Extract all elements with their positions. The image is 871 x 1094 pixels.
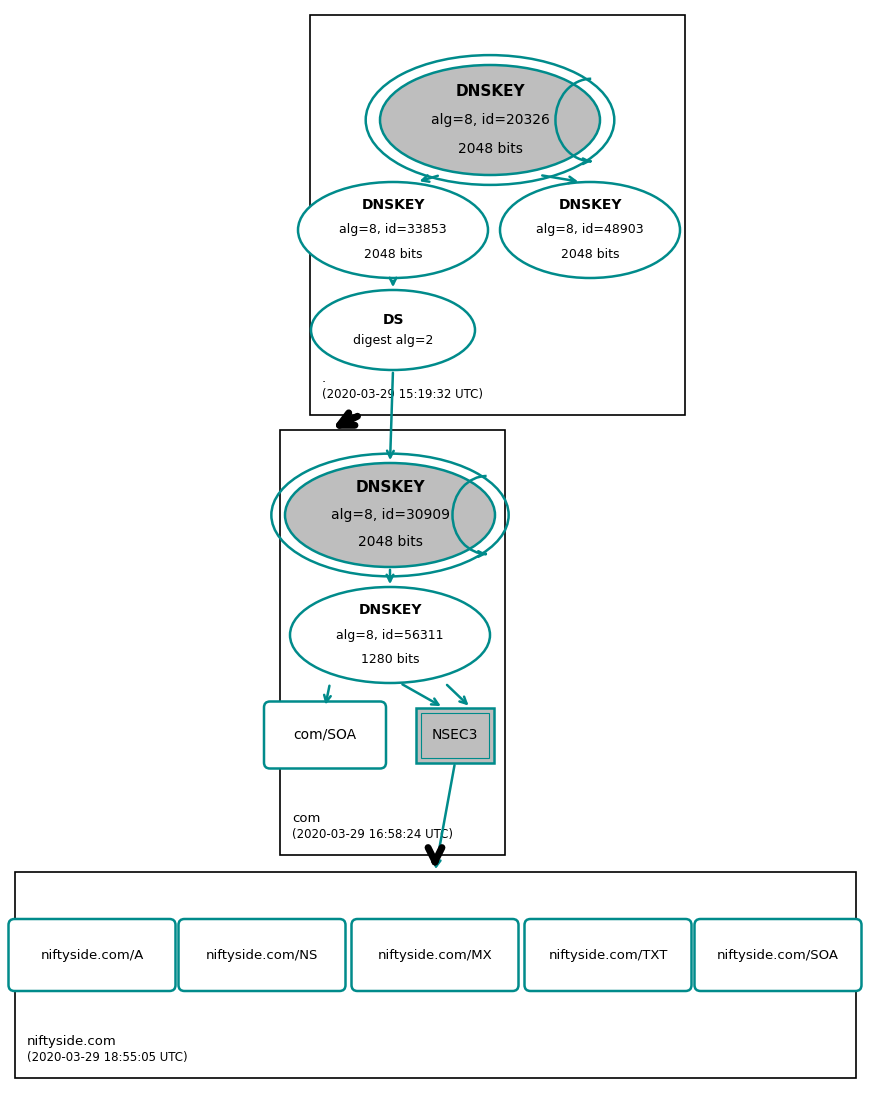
Ellipse shape [298, 182, 488, 278]
Text: com/SOA: com/SOA [294, 728, 356, 742]
Text: digest alg=2: digest alg=2 [353, 334, 433, 347]
Text: niftyside.com/MX: niftyside.com/MX [378, 948, 492, 962]
Text: niftyside.com/SOA: niftyside.com/SOA [717, 948, 839, 962]
FancyBboxPatch shape [416, 708, 494, 763]
FancyBboxPatch shape [9, 919, 175, 991]
Text: alg=8, id=56311: alg=8, id=56311 [336, 628, 443, 641]
Text: 2048 bits: 2048 bits [561, 248, 619, 261]
Text: alg=8, id=33853: alg=8, id=33853 [339, 223, 447, 236]
Text: DNSKEY: DNSKEY [558, 198, 622, 212]
Text: 2048 bits: 2048 bits [364, 248, 422, 261]
Text: niftyside.com/A: niftyside.com/A [40, 948, 144, 962]
Text: niftyside.com/TXT: niftyside.com/TXT [549, 948, 668, 962]
Text: DNSKEY: DNSKEY [456, 84, 525, 98]
Text: (2020-03-29 18:55:05 UTC): (2020-03-29 18:55:05 UTC) [27, 1051, 187, 1064]
Ellipse shape [290, 587, 490, 683]
Text: niftyside.com/NS: niftyside.com/NS [206, 948, 318, 962]
Text: DNSKEY: DNSKEY [361, 198, 425, 212]
FancyBboxPatch shape [524, 919, 692, 991]
Text: niftyside.com: niftyside.com [27, 1035, 117, 1048]
Text: 2048 bits: 2048 bits [457, 141, 523, 155]
FancyBboxPatch shape [179, 919, 346, 991]
Text: (2020-03-29 15:19:32 UTC): (2020-03-29 15:19:32 UTC) [322, 388, 483, 401]
Text: 1280 bits: 1280 bits [361, 653, 419, 666]
Text: 2048 bits: 2048 bits [358, 535, 422, 549]
Text: (2020-03-29 16:58:24 UTC): (2020-03-29 16:58:24 UTC) [292, 828, 453, 841]
Text: DNSKEY: DNSKEY [358, 603, 422, 617]
Text: DS: DS [382, 313, 404, 327]
Text: .: . [322, 372, 326, 385]
FancyBboxPatch shape [694, 919, 861, 991]
Text: alg=8, id=30909: alg=8, id=30909 [330, 508, 449, 522]
Bar [280, 430, 505, 856]
Text: NSEC3: NSEC3 [432, 728, 478, 742]
Text: alg=8, id=20326: alg=8, id=20326 [430, 113, 550, 127]
Bar [310, 15, 685, 415]
FancyBboxPatch shape [352, 919, 518, 991]
Ellipse shape [311, 290, 475, 370]
FancyBboxPatch shape [264, 701, 386, 768]
Text: alg=8, id=48903: alg=8, id=48903 [537, 223, 644, 236]
Bar [15, 872, 856, 1078]
Ellipse shape [285, 463, 495, 567]
Text: DNSKEY: DNSKEY [355, 480, 425, 496]
Ellipse shape [380, 65, 600, 175]
Ellipse shape [500, 182, 680, 278]
Text: com: com [292, 812, 321, 825]
